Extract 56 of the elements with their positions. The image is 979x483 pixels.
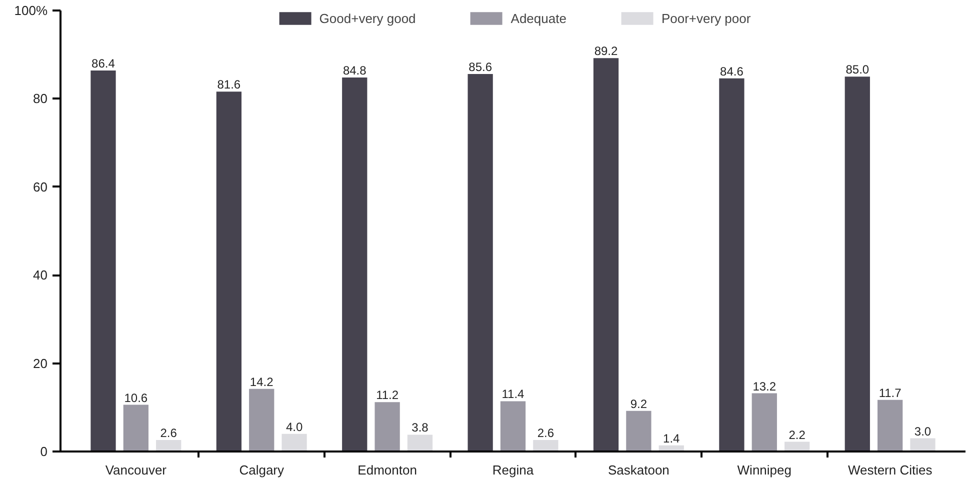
data-label: 85.0 bbox=[846, 62, 870, 77]
y-tick-label: 80 bbox=[33, 91, 48, 106]
data-label: 2.2 bbox=[788, 428, 806, 442]
bar bbox=[626, 410, 652, 452]
y-tick-label: 40 bbox=[33, 268, 48, 283]
data-label: 2.6 bbox=[160, 426, 178, 440]
data-label: 2.6 bbox=[537, 426, 554, 440]
x-tick-label: Regina bbox=[492, 462, 534, 478]
bar bbox=[593, 58, 619, 452]
data-label: 85.6 bbox=[468, 60, 492, 74]
x-tick-label: Calgary bbox=[239, 462, 285, 478]
legend-label: Poor+very poor bbox=[661, 10, 751, 26]
data-label: 14.2 bbox=[250, 374, 274, 389]
data-label: 11.2 bbox=[376, 388, 399, 402]
legend-label: Good+very good bbox=[319, 10, 416, 26]
bar bbox=[216, 92, 242, 452]
bar bbox=[282, 434, 307, 452]
bar bbox=[500, 401, 526, 452]
data-label: 84.8 bbox=[342, 64, 367, 78]
bar bbox=[156, 440, 182, 452]
x-tick-label: Western Cities bbox=[848, 462, 933, 478]
data-label: 4.0 bbox=[286, 420, 303, 434]
y-tick-label: 60 bbox=[33, 179, 48, 194]
data-label: 11.7 bbox=[878, 386, 902, 400]
y-tick-label: 100% bbox=[14, 3, 48, 18]
data-label: 13.2 bbox=[752, 379, 776, 394]
bar bbox=[533, 440, 558, 452]
data-label: 9.2 bbox=[630, 396, 648, 411]
x-tick-label: Winnipeg bbox=[737, 462, 792, 478]
bar bbox=[342, 78, 368, 452]
data-label: 10.6 bbox=[124, 390, 148, 405]
bar bbox=[752, 393, 777, 452]
bar bbox=[878, 400, 903, 452]
bar bbox=[374, 402, 400, 452]
bar bbox=[90, 70, 116, 452]
data-label: 89.2 bbox=[594, 44, 618, 58]
bar bbox=[123, 404, 148, 452]
x-tick-label: Edmonton bbox=[358, 462, 417, 478]
data-label: 1.4 bbox=[663, 431, 680, 446]
legend-label: Adequate bbox=[510, 10, 566, 26]
data-label: 84.6 bbox=[720, 64, 744, 78]
bar bbox=[468, 74, 493, 452]
x-tick-label: Saskatoon bbox=[608, 462, 670, 478]
bar bbox=[719, 78, 744, 452]
y-tick-label: 20 bbox=[33, 356, 48, 371]
data-label: 86.4 bbox=[92, 56, 116, 70]
data-label: 3.8 bbox=[412, 420, 429, 435]
x-tick-label: Vancouver bbox=[105, 462, 168, 478]
data-label: 3.0 bbox=[914, 424, 932, 438]
y-tick-label: 0 bbox=[40, 444, 48, 459]
bar bbox=[910, 438, 936, 452]
bar bbox=[407, 434, 433, 452]
bar bbox=[249, 388, 274, 452]
bar bbox=[844, 76, 870, 452]
data-label: 81.6 bbox=[217, 78, 241, 92]
data-label: 11.4 bbox=[502, 387, 525, 402]
